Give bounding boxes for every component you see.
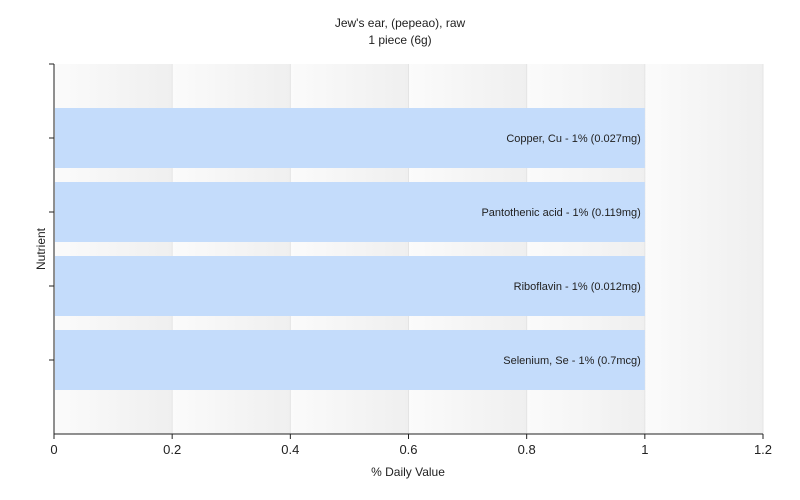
x-tick-label: 0 xyxy=(50,442,57,457)
bar-label: Riboflavin - 1% (0.012mg) xyxy=(514,281,641,293)
bar-label: Copper, Cu - 1% (0.027mg) xyxy=(506,133,641,145)
x-ticks: 0 0.2 0.4 0.6 0.8 1 1.2 xyxy=(50,434,772,457)
bar xyxy=(55,256,645,316)
x-tick-label: 1 xyxy=(641,442,648,457)
bars: Copper, Cu - 1% (0.027mg) Pantothenic aci… xyxy=(55,108,645,390)
bar-label: Pantothenic acid - 1% (0.119mg) xyxy=(481,207,640,219)
bar xyxy=(55,330,645,390)
plot-band xyxy=(644,64,763,434)
chart-title: Jew's ear, (pepeao), raw xyxy=(335,16,466,30)
bar xyxy=(55,182,645,242)
y-ticks xyxy=(49,63,54,361)
x-tick-label: 0.2 xyxy=(163,442,181,457)
x-tick-label: 0.6 xyxy=(399,442,417,457)
bar-label: Selenium, Se - 1% (0.7mcg) xyxy=(503,355,641,367)
bar xyxy=(55,108,645,168)
x-tick-label: 0.8 xyxy=(518,442,536,457)
chart-subtitle: 1 piece (6g) xyxy=(368,33,431,47)
x-axis-label: % Daily Value xyxy=(371,465,445,479)
y-axis-label: Nutrient xyxy=(34,227,48,270)
x-tick-label: 0.4 xyxy=(281,442,299,457)
x-tick-label: 1.2 xyxy=(754,442,772,457)
